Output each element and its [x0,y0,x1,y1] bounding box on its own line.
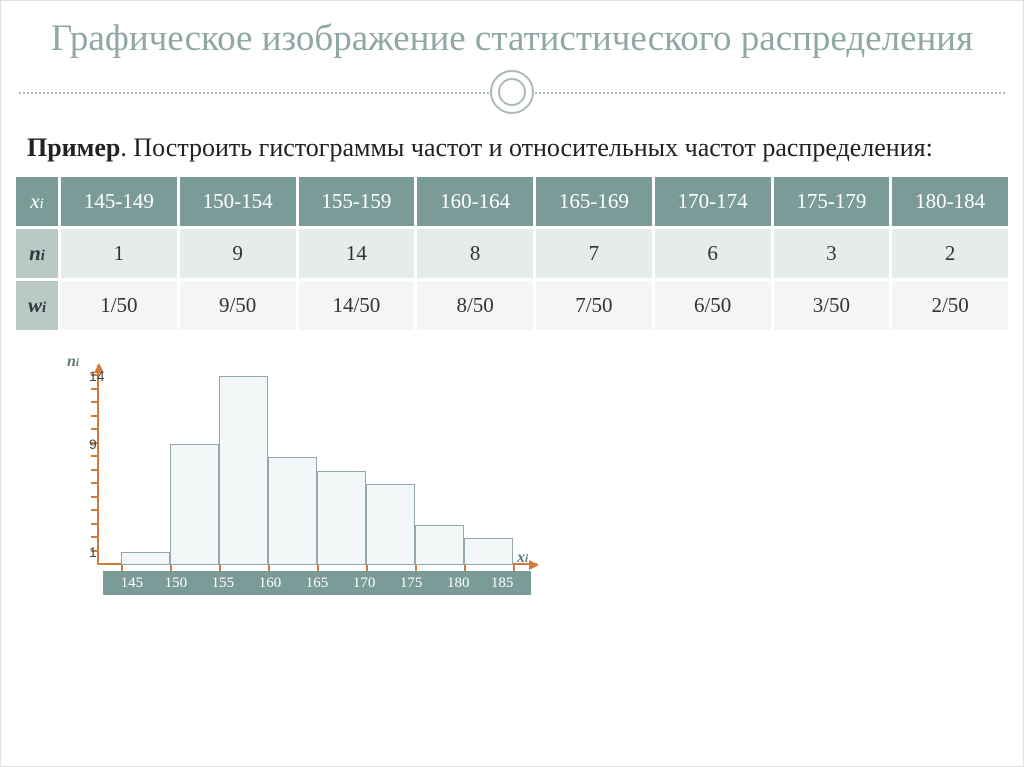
table-cell: 14 [299,229,415,278]
y-tick-minor [91,428,97,430]
y-tick-minor [91,536,97,538]
x-tick-label: 175 [388,575,435,592]
x-tick-label: 150 [152,575,199,592]
y-tick-minor [91,482,97,484]
x-tick-label: 165 [293,575,340,592]
table-cell: 6 [655,229,771,278]
table-cell: 2 [892,229,1008,278]
x-axis-label: xi [517,549,528,567]
histogram-bar [415,525,464,566]
row-header: wi [16,281,58,330]
col-header: 150-154 [180,177,296,226]
histogram-bar [268,457,317,565]
histogram-bar [170,444,219,566]
x-tick-label: 155 [199,575,246,592]
plot-area: 1914 [97,365,537,565]
x-tick-label: 170 [341,575,388,592]
histogram-bar [121,552,170,566]
col-header: 165-169 [536,177,652,226]
y-tick-minor [91,388,97,390]
col-header: 175-179 [774,177,890,226]
histogram-bar [219,376,268,565]
y-axis-label: ni [67,353,79,371]
y-tick-minor [91,415,97,417]
x-tick-label: 145 [111,575,152,592]
histogram-bar [317,471,366,566]
slide: Графическое изображение статистического … [0,0,1024,767]
bar-group [97,365,537,565]
x-tick-label: 160 [246,575,293,592]
y-tick-minor [91,523,97,525]
table-cell: 1/50 [61,281,177,330]
y-tick-minor [91,509,97,511]
col-header: 170-174 [655,177,771,226]
example-text: . Построить гистограммы частот и относит… [120,133,932,162]
x-tick-strip: 145150155160165170175180185 [103,571,530,595]
col-header: 145-149 [61,177,177,226]
ring-icon [490,70,534,114]
table-cell: 7/50 [536,281,652,330]
table-cell: 6/50 [655,281,771,330]
slide-title: Графическое изображение статистического … [1,1,1023,68]
x-tick-label: 180 [435,575,482,592]
histogram-bar [464,538,513,565]
col-header: 180-184 [892,177,1008,226]
table-cell: 3/50 [774,281,890,330]
table-cell: 8/50 [417,281,533,330]
ring-icon-inner [498,78,526,106]
table-cell: 7 [536,229,652,278]
table-cell: 8 [417,229,533,278]
x-tick-label: 185 [482,575,523,592]
table-cell: 2/50 [892,281,1008,330]
table-cell: 9/50 [180,281,296,330]
table-cell: 14/50 [299,281,415,330]
y-tick-minor [91,455,97,457]
example-paragraph: Пример. Построить гистограммы частот и о… [1,126,1023,175]
row-header-x: xi [16,177,58,226]
table-cell: 3 [774,229,890,278]
data-table: xi145-149150-154155-159160-164165-169170… [13,174,1011,333]
table-cell: 9 [180,229,296,278]
y-tick-minor [91,469,97,471]
col-header: 155-159 [299,177,415,226]
y-tick-minor [91,496,97,498]
histogram-bar [366,484,415,565]
histogram: ni 1914 xi 145150155160165170175180185 [27,351,587,611]
title-ornament [1,70,1023,116]
example-prefix: Пример [27,133,120,162]
table-cell: 1 [61,229,177,278]
y-tick-minor [91,401,97,403]
col-header: 160-164 [417,177,533,226]
row-header: ni [16,229,58,278]
